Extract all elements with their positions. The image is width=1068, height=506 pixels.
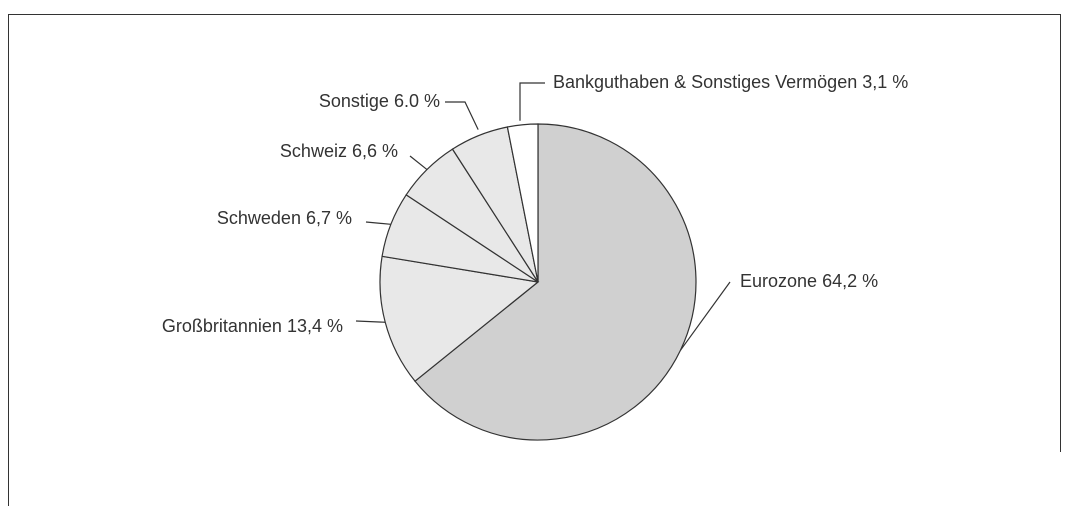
slice-label-name: Schweiz <box>280 141 347 161</box>
slice-label-value: 13,4 % <box>287 316 343 336</box>
slice-label: Schweiz 6,6 % <box>280 141 398 161</box>
leader-line <box>355 320 386 323</box>
slice-label-name: Eurozone <box>740 271 817 291</box>
slice-label: Großbritannien 13,4 % <box>162 316 343 336</box>
leader-line <box>445 101 479 130</box>
slice-label-name: Sonstige <box>319 91 389 111</box>
slice-label-value: 64,2 % <box>822 271 878 291</box>
slice-label-name: Bankguthaben & Sonstiges Vermögen <box>553 72 857 92</box>
slice-label-value: 6,6 % <box>352 141 398 161</box>
slice-label: Sonstige 6.0 % <box>319 91 440 111</box>
pie-slice <box>506 123 539 283</box>
slice-label: Bankguthaben & Sonstiges Vermögen 3,1 % <box>553 72 908 92</box>
slice-label-value: 3,1 % <box>862 72 908 92</box>
slice-label-name: Schweden <box>217 208 301 228</box>
slice-label-name: Großbritannien <box>162 316 282 336</box>
leader-line <box>365 221 391 225</box>
frame <box>8 14 1061 506</box>
slice-label: Schweden 6,7 % <box>217 208 352 228</box>
slice-label: Eurozone 64,2 % <box>740 271 878 291</box>
slice-label-value: 6,7 % <box>306 208 352 228</box>
slice-label-value: 6.0 % <box>394 91 440 111</box>
pie-slice <box>414 123 697 441</box>
pie-slice <box>379 255 540 383</box>
leader-line <box>519 82 545 121</box>
leader-line <box>680 281 731 351</box>
leader-line <box>409 155 428 171</box>
